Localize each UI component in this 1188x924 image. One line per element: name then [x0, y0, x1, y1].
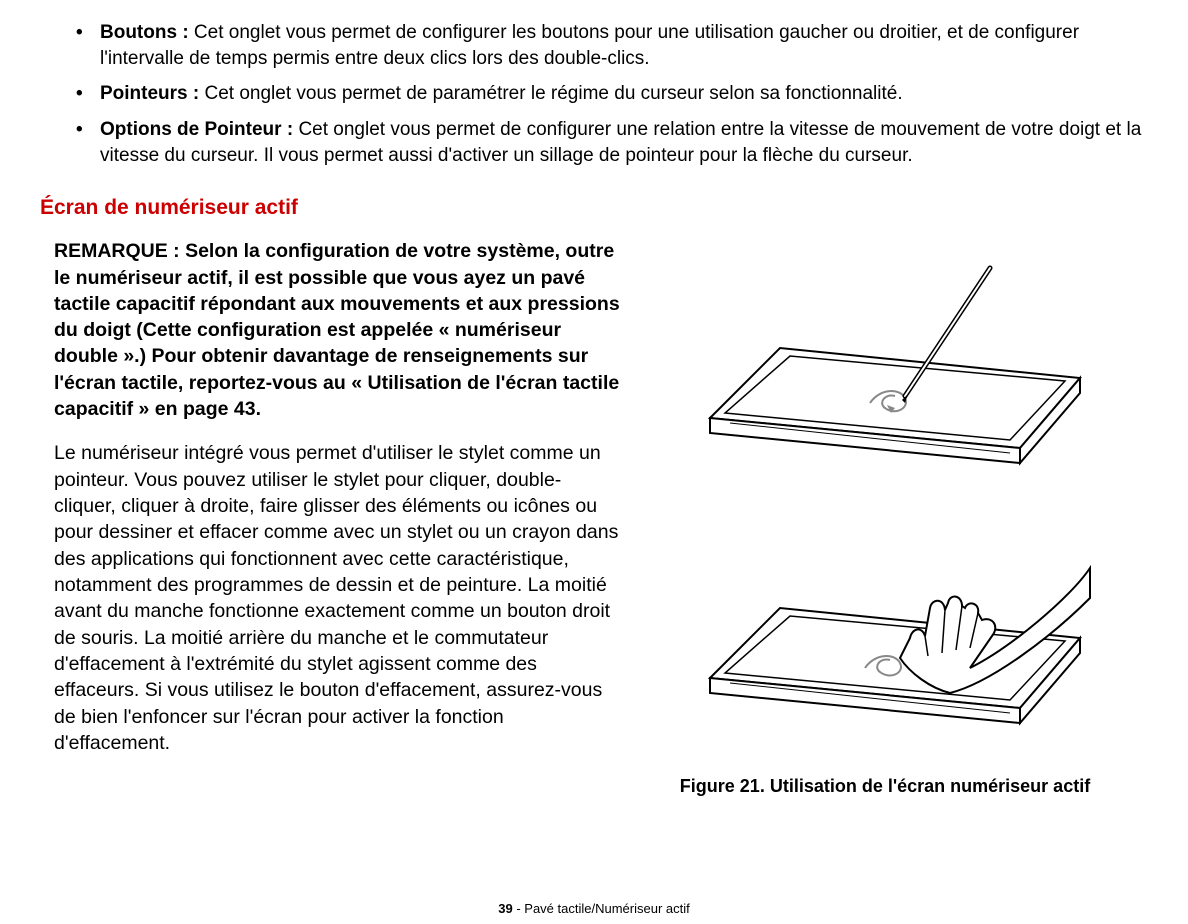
- figure-container: Figure 21. Utilisation de l'écran numéri…: [665, 248, 1105, 797]
- bullet-item-boutons: • Boutons : Cet onglet vous permet de co…: [76, 20, 1148, 71]
- bullet-label-options: Options de Pointeur :: [100, 119, 293, 140]
- figure-column: Figure 21. Utilisation de l'écran numéri…: [650, 238, 1120, 797]
- bullet-marker: •: [76, 20, 100, 71]
- section-heading: Écran de numériseur actif: [40, 196, 1148, 220]
- tablet-touch-illustration: [670, 508, 1100, 748]
- figure-caption: Figure 21. Utilisation de l'écran numéri…: [680, 776, 1090, 797]
- page-number: 39: [498, 901, 512, 916]
- remark-paragraph: REMARQUE : Selon la configuration de vot…: [54, 238, 620, 422]
- body-paragraph: Le numériseur intégré vous permet d'util…: [54, 440, 620, 756]
- tablet-stylus-illustration: [670, 248, 1100, 488]
- bullet-list: • Boutons : Cet onglet vous permet de co…: [76, 20, 1148, 168]
- page-footer: 39 - Pavé tactile/Numériseur actif: [0, 901, 1188, 916]
- footer-title: Pavé tactile/Numériseur actif: [524, 901, 689, 916]
- footer-sep: -: [513, 901, 525, 916]
- text-column: REMARQUE : Selon la configuration de vot…: [40, 238, 620, 797]
- bullet-text-boutons: Cet onglet vous permet de configurer les…: [100, 22, 1079, 69]
- bullet-content: Boutons : Cet onglet vous permet de conf…: [100, 20, 1148, 71]
- bullet-item-pointeurs: • Pointeurs : Cet onglet vous permet de …: [76, 81, 1148, 107]
- bullet-marker: •: [76, 117, 100, 168]
- bullet-label-boutons: Boutons :: [100, 22, 189, 43]
- bullet-content: Options de Pointeur : Cet onglet vous pe…: [100, 117, 1148, 168]
- bullet-marker: •: [76, 81, 100, 107]
- bullet-text-pointeurs: Cet onglet vous permet de paramétrer le …: [199, 83, 902, 104]
- bullet-item-options: • Options de Pointeur : Cet onglet vous …: [76, 117, 1148, 168]
- two-column-layout: REMARQUE : Selon la configuration de vot…: [40, 238, 1148, 797]
- bullet-content: Pointeurs : Cet onglet vous permet de pa…: [100, 81, 1148, 107]
- bullet-label-pointeurs: Pointeurs :: [100, 83, 199, 104]
